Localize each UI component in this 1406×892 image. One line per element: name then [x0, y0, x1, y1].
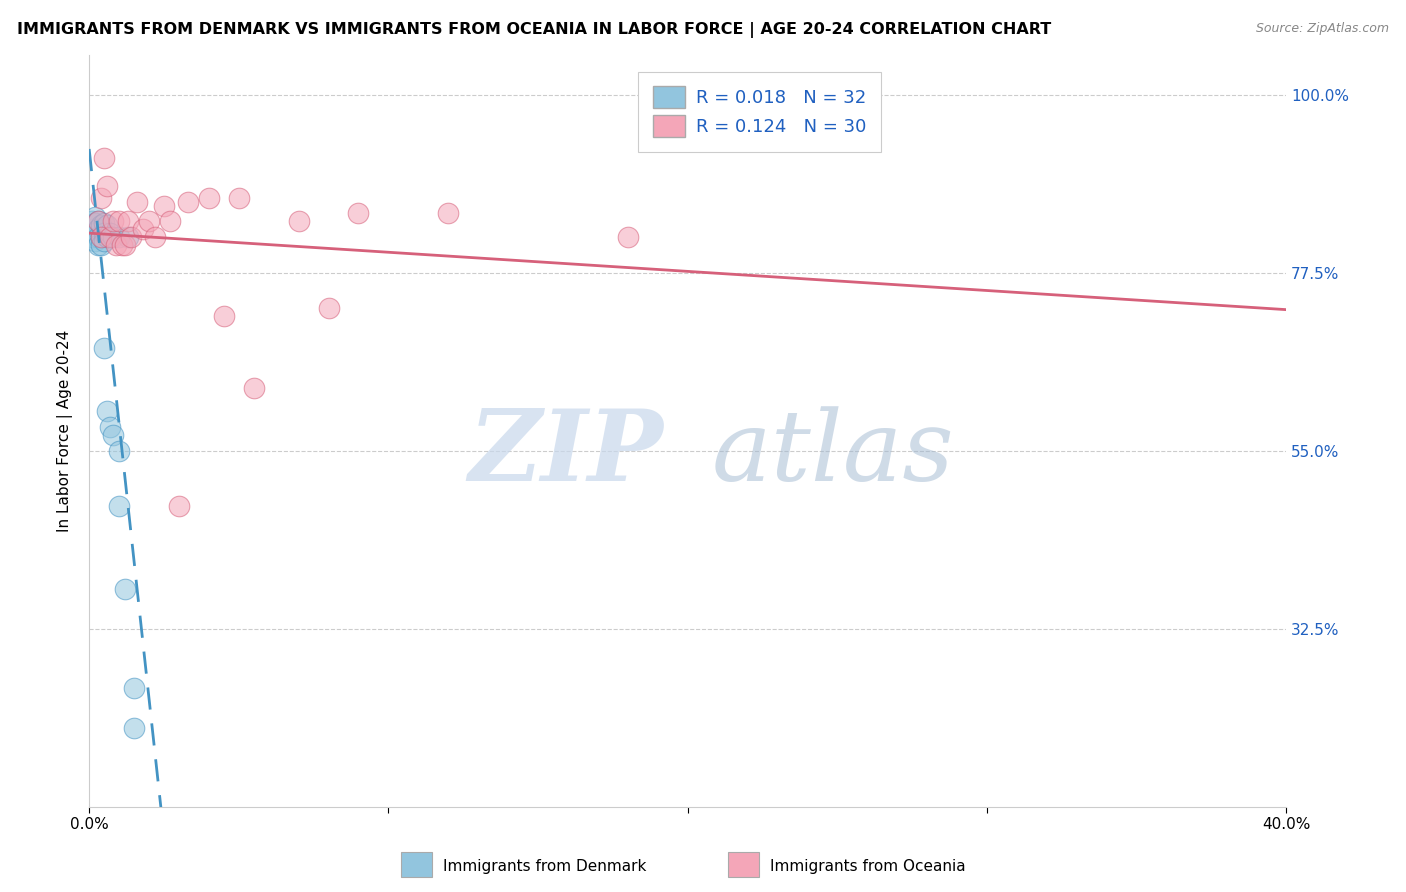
- Point: [138, 214, 160, 228]
- Point: [101, 428, 124, 442]
- Text: Source: ZipAtlas.com: Source: ZipAtlas.com: [1256, 22, 1389, 36]
- Point: [90, 230, 112, 244]
- Point: [132, 222, 155, 236]
- Text: atlas: atlas: [711, 406, 955, 501]
- Point: [98, 226, 121, 240]
- Point: [122, 681, 145, 696]
- Point: [114, 582, 136, 597]
- Point: [93, 226, 115, 240]
- Point: [84, 216, 107, 230]
- Point: [101, 214, 124, 228]
- Point: [90, 219, 112, 233]
- Point: [93, 216, 115, 230]
- Point: [167, 500, 190, 514]
- Point: [122, 721, 145, 735]
- Point: [120, 230, 142, 244]
- Point: [108, 214, 131, 228]
- Point: [287, 214, 309, 228]
- Point: [437, 206, 460, 220]
- Point: [177, 194, 200, 209]
- Point: [82, 230, 104, 244]
- Point: [117, 214, 139, 228]
- Text: Immigrants from Oceania: Immigrants from Oceania: [770, 859, 966, 873]
- Point: [96, 404, 118, 418]
- Text: ZIP: ZIP: [468, 405, 664, 502]
- Point: [93, 151, 115, 165]
- Point: [96, 230, 118, 244]
- Point: [153, 198, 176, 212]
- Point: [242, 380, 264, 394]
- Y-axis label: In Labor Force | Age 20-24: In Labor Force | Age 20-24: [58, 330, 73, 533]
- Point: [347, 206, 370, 220]
- Point: [96, 219, 118, 233]
- Point: [228, 191, 250, 205]
- Point: [108, 500, 131, 514]
- Point: [98, 230, 121, 244]
- Point: [87, 214, 110, 228]
- Point: [90, 191, 112, 205]
- Point: [125, 194, 148, 209]
- Point: [96, 178, 118, 193]
- Point: [90, 238, 112, 252]
- Text: IMMIGRANTS FROM DENMARK VS IMMIGRANTS FROM OCEANIA IN LABOR FORCE | AGE 20-24 CO: IMMIGRANTS FROM DENMARK VS IMMIGRANTS FR…: [17, 22, 1052, 38]
- Point: [87, 214, 110, 228]
- Point: [84, 234, 107, 248]
- Point: [87, 230, 110, 244]
- Point: [117, 230, 139, 244]
- Point: [98, 420, 121, 434]
- Legend: R = 0.018   N = 32, R = 0.124   N = 30: R = 0.018 N = 32, R = 0.124 N = 30: [638, 71, 880, 152]
- Point: [84, 211, 107, 225]
- Point: [87, 222, 110, 236]
- Point: [212, 310, 235, 324]
- Text: Immigrants from Denmark: Immigrants from Denmark: [443, 859, 647, 873]
- Point: [114, 238, 136, 252]
- Point: [82, 214, 104, 228]
- Point: [111, 238, 134, 252]
- Point: [93, 341, 115, 355]
- Point: [87, 238, 110, 252]
- Point: [90, 230, 112, 244]
- Point: [93, 234, 115, 248]
- Point: [108, 230, 131, 244]
- Point: [159, 214, 181, 228]
- Point: [101, 230, 124, 244]
- Point: [198, 191, 221, 205]
- Point: [143, 230, 166, 244]
- Point: [108, 443, 131, 458]
- Point: [105, 238, 128, 252]
- Point: [616, 230, 638, 244]
- Point: [82, 222, 104, 236]
- Point: [84, 226, 107, 240]
- Point: [318, 301, 340, 316]
